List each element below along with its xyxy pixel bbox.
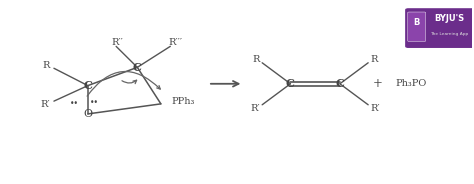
Text: R′: R′ [251,104,260,113]
Text: R′: R′ [41,100,50,109]
Text: BYJU'S: BYJU'S [434,15,464,23]
Text: R′′: R′′ [111,38,123,47]
Text: Ph₃PO: Ph₃PO [395,79,427,88]
Text: ••: •• [90,98,99,107]
Text: R: R [370,55,377,64]
FancyArrowPatch shape [87,71,160,96]
FancyBboxPatch shape [408,12,426,41]
Text: +: + [373,77,383,90]
Text: R: R [253,55,260,64]
FancyArrowPatch shape [122,80,137,84]
Text: C: C [286,78,295,89]
Text: PPh₃: PPh₃ [172,97,195,106]
FancyBboxPatch shape [406,9,474,47]
Text: O: O [83,109,92,119]
Text: R′: R′ [370,104,380,113]
Text: ••: •• [70,99,79,108]
Text: R: R [43,61,50,70]
Text: B: B [413,18,420,27]
Text: The Learning App: The Learning App [430,33,468,36]
Text: C: C [133,62,142,73]
FancyArrowPatch shape [211,81,238,86]
Text: R′′′: R′′′ [168,38,182,47]
Text: C: C [83,80,92,91]
Text: C: C [336,78,344,89]
